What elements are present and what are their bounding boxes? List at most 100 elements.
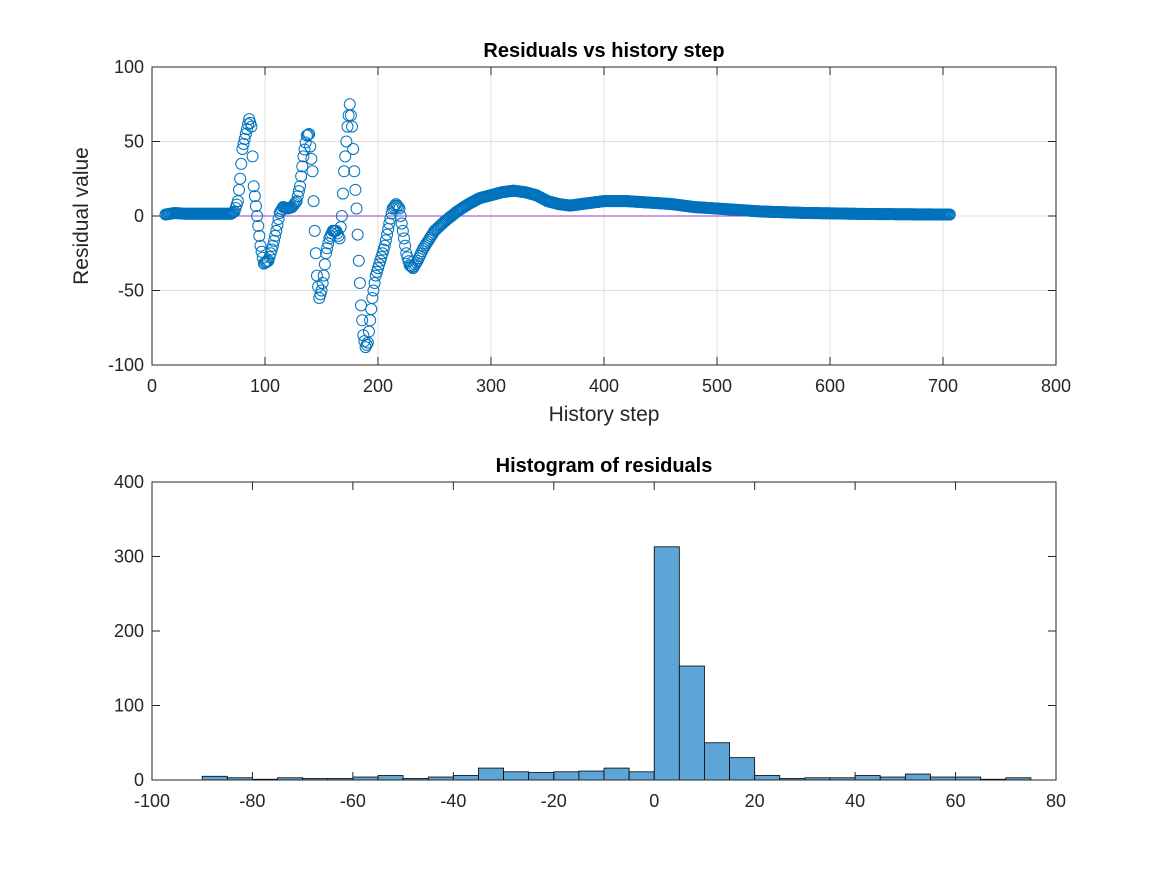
histogram-bar bbox=[201, 775, 228, 781]
scatter-point bbox=[299, 136, 312, 149]
scatter-x-tick-label: 800 bbox=[1041, 376, 1071, 396]
scatter-point bbox=[338, 165, 351, 178]
scatter-point bbox=[270, 224, 283, 237]
scatter-point bbox=[253, 229, 266, 242]
scatter-ticks: 0 100 200 300 400 500 600 700 800 -100 -50 0 50 100 bbox=[108, 57, 1071, 396]
histogram-bar bbox=[603, 767, 630, 781]
histogram-bar bbox=[478, 767, 504, 781]
scatter-y-tick-label: 50 bbox=[124, 132, 144, 152]
histogram-x-tick-label: -100 bbox=[134, 791, 170, 811]
histogram-y-tick-label: 0 bbox=[134, 770, 144, 790]
scatter-point bbox=[305, 152, 318, 165]
scatter-y-tick-label: -100 bbox=[108, 355, 144, 375]
scatter-point bbox=[378, 239, 391, 252]
scatter-point bbox=[308, 224, 321, 237]
histogram-x-tick-label: -40 bbox=[440, 791, 466, 811]
histogram-x-tick-label: -20 bbox=[541, 791, 567, 811]
scatter-point bbox=[246, 150, 259, 163]
scatter-point bbox=[943, 208, 956, 221]
scatter-x-axis-label: History step bbox=[549, 403, 660, 426]
scatter-point bbox=[254, 239, 267, 252]
scatter-point bbox=[395, 217, 408, 230]
scatter-point bbox=[304, 140, 317, 153]
scatter-point bbox=[288, 198, 301, 211]
scatter-point bbox=[295, 170, 308, 183]
scatter-point bbox=[352, 254, 365, 267]
scatter-point bbox=[301, 128, 314, 141]
scatter-point bbox=[392, 201, 405, 214]
scatter-plot: 0 100 200 300 400 500 600 700 800 -100 -50 0 50 100 R… bbox=[70, 40, 1071, 426]
scatter-point bbox=[367, 284, 380, 297]
histogram-bar bbox=[653, 546, 680, 781]
histogram-bar bbox=[754, 775, 781, 781]
scatter-point bbox=[399, 239, 412, 252]
scatter-x-tick-label: 400 bbox=[589, 376, 619, 396]
histogram-y-tick-label: 400 bbox=[114, 472, 144, 492]
scatter-x-tick-label: 100 bbox=[250, 376, 280, 396]
scatter-point bbox=[350, 202, 363, 215]
scatter-point bbox=[238, 133, 251, 146]
scatter-point bbox=[353, 277, 366, 290]
scatter-point bbox=[321, 242, 334, 255]
scatter-point bbox=[298, 143, 311, 156]
histogram-bar bbox=[704, 742, 730, 781]
histogram-bar bbox=[377, 775, 404, 781]
scatter-points bbox=[159, 98, 956, 354]
histogram-x-tick-label: 0 bbox=[649, 791, 659, 811]
scatter-point bbox=[394, 210, 407, 222]
histogram-x-tick-label: -60 bbox=[340, 791, 366, 811]
scatter-point bbox=[296, 160, 309, 173]
scatter-point bbox=[340, 135, 353, 148]
histogram-y-tick-label: 100 bbox=[114, 696, 144, 716]
histogram-x-tick-label: 60 bbox=[946, 791, 966, 811]
scatter-point bbox=[306, 165, 319, 178]
scatter-point bbox=[393, 202, 406, 215]
scatter-point bbox=[248, 190, 261, 203]
scatter-x-tick-label: 200 bbox=[363, 376, 393, 396]
scatter-point bbox=[347, 142, 360, 155]
scatter-point bbox=[290, 195, 303, 208]
histogram-bars bbox=[201, 546, 1032, 781]
scatter-point bbox=[289, 196, 302, 209]
histogram-bar bbox=[553, 771, 580, 781]
scatter-point bbox=[356, 314, 369, 327]
histogram-ticks: -100 -80 -60 -40 -20 0 20 40 60 80 0 100 200 300 400 bbox=[114, 472, 1066, 811]
histogram-bar bbox=[528, 772, 555, 781]
scatter-point bbox=[303, 128, 316, 141]
scatter-point bbox=[397, 232, 410, 245]
scatter-point bbox=[309, 247, 322, 260]
scatter-point bbox=[379, 234, 392, 247]
histogram-bar bbox=[854, 775, 881, 781]
scatter-point bbox=[349, 183, 362, 196]
scatter-point bbox=[346, 120, 359, 133]
scatter-point bbox=[286, 201, 299, 214]
scatter-point bbox=[292, 185, 305, 198]
scatter-x-tick-label: 700 bbox=[928, 376, 958, 396]
scatter-point bbox=[297, 150, 310, 163]
scatter-x-tick-label: 500 bbox=[702, 376, 732, 396]
histogram-x-tick-label: -80 bbox=[239, 791, 265, 811]
histogram-bar bbox=[678, 665, 705, 781]
scatter-point bbox=[351, 228, 364, 241]
scatter-x-tick-label: 0 bbox=[147, 376, 157, 396]
scatter-point bbox=[300, 129, 313, 142]
scatter-point bbox=[360, 338, 373, 351]
scatter-point bbox=[266, 239, 279, 252]
scatter-point bbox=[235, 157, 248, 170]
scatter-point bbox=[307, 195, 320, 208]
histogram-y-tick-label: 200 bbox=[114, 621, 144, 641]
histogram-x-tick-label: 20 bbox=[745, 791, 765, 811]
scatter-point bbox=[234, 172, 247, 185]
scatter-point bbox=[237, 137, 250, 150]
scatter-point bbox=[291, 190, 304, 203]
histogram-bar bbox=[628, 771, 655, 781]
scatter-point bbox=[236, 142, 249, 155]
histogram-bar bbox=[452, 775, 479, 781]
scatter-point bbox=[381, 228, 394, 241]
scatter-point bbox=[271, 218, 284, 231]
scatter-point bbox=[294, 180, 307, 193]
scatter-y-tick-label: -50 bbox=[118, 281, 144, 301]
scatter-point bbox=[247, 180, 260, 193]
scatter-point bbox=[251, 210, 264, 222]
scatter-point bbox=[316, 277, 329, 290]
